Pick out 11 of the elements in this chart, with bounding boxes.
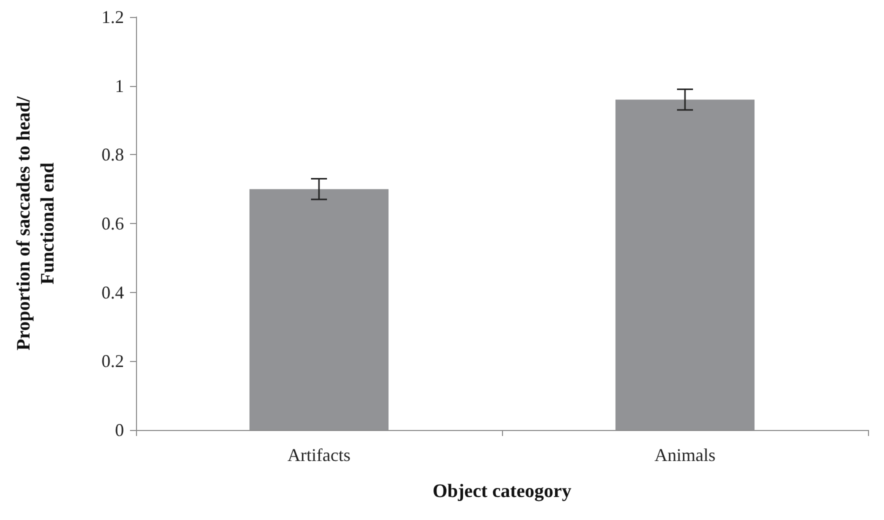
y-tick-label: 1 <box>115 76 124 96</box>
x-tick-label: Artifacts <box>288 445 350 465</box>
x-axis-title: Object cateogory <box>432 481 572 502</box>
y-tick-label: 0.2 <box>102 351 124 372</box>
y-axis-title: Proportion of saccades to head/ Functional end <box>14 96 58 351</box>
y-tick-label: 0 <box>115 420 124 440</box>
y-tick-label: 1.2 <box>102 7 124 27</box>
y-tick-label: 0.6 <box>102 214 124 234</box>
x-tick-label: Animals <box>654 445 716 465</box>
y-tick-label: 0.8 <box>102 144 124 165</box>
y-tick-label: 0.4 <box>102 282 124 302</box>
